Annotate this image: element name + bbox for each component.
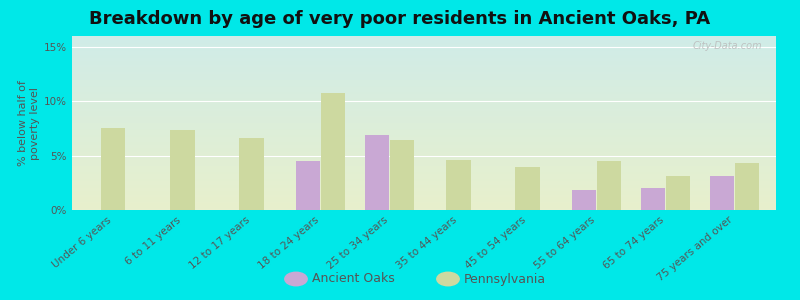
- Bar: [102, 128, 126, 210]
- Bar: [365, 135, 389, 210]
- Bar: [641, 188, 665, 210]
- Bar: [170, 130, 194, 210]
- Bar: [515, 167, 540, 210]
- Bar: [572, 190, 596, 210]
- Bar: [735, 163, 759, 210]
- Bar: [321, 92, 345, 210]
- Bar: [446, 160, 470, 210]
- Text: Breakdown by age of very poor residents in Ancient Oaks, PA: Breakdown by age of very poor residents …: [90, 11, 710, 28]
- Bar: [296, 161, 320, 210]
- Text: Pennsylvania: Pennsylvania: [464, 272, 546, 286]
- Y-axis label: % below half of
poverty level: % below half of poverty level: [18, 80, 40, 166]
- Bar: [597, 161, 621, 210]
- Bar: [666, 176, 690, 210]
- Text: City-Data.com: City-Data.com: [692, 41, 762, 51]
- Text: Ancient Oaks: Ancient Oaks: [312, 272, 394, 286]
- Bar: [390, 140, 414, 210]
- Bar: [239, 138, 263, 210]
- Bar: [710, 176, 734, 210]
